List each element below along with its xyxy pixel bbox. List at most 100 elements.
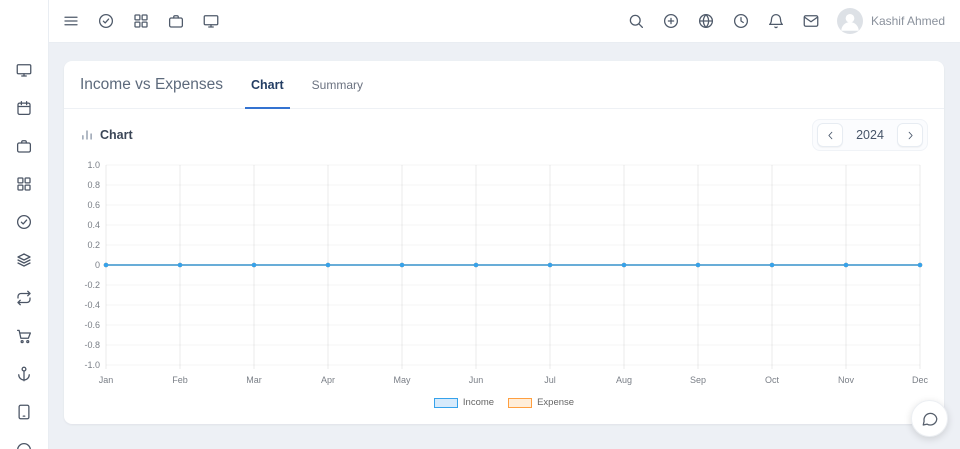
card-header: Income vs Expenses Chart Summary (64, 61, 944, 109)
plus-circle-button[interactable] (657, 7, 685, 35)
year-label: 2024 (856, 128, 884, 142)
topbar: Kashif Ahmed (49, 0, 960, 43)
chart-legend: Income Expense (80, 397, 928, 408)
svg-text:Sep: Sep (690, 375, 706, 385)
svg-text:Apr: Apr (321, 375, 335, 385)
main-column: Kashif Ahmed Income vs Expenses Chart Su… (49, 0, 960, 449)
mail-button[interactable] (797, 7, 825, 35)
page-title: Income vs Expenses (80, 75, 224, 93)
anchor-button[interactable] (10, 360, 38, 388)
svg-text:Aug: Aug (616, 375, 632, 385)
svg-text:Mar: Mar (246, 375, 262, 385)
svg-text:Jun: Jun (469, 375, 484, 385)
menu-icon (62, 12, 80, 30)
tab-summary[interactable]: Summary (306, 61, 369, 108)
svg-text:0: 0 (95, 260, 100, 270)
layers-button[interactable] (10, 246, 38, 274)
next-year-button[interactable] (897, 123, 923, 147)
svg-text:Oct: Oct (765, 375, 780, 385)
briefcase-button[interactable] (10, 132, 38, 160)
tablet-button[interactable] (10, 398, 38, 426)
tab-chart[interactable]: Chart (245, 61, 290, 109)
svg-text:-0.2: -0.2 (84, 280, 100, 290)
svg-text:Dec: Dec (912, 375, 928, 385)
monitor-icon (15, 61, 33, 79)
circle-button[interactable] (10, 436, 38, 449)
chevron-left-icon (824, 129, 837, 142)
legend-swatch (433, 397, 458, 408)
tablet-icon (15, 403, 33, 421)
circle-icon (15, 441, 33, 449)
check-circle-icon (97, 12, 115, 30)
bell-icon (767, 12, 785, 30)
mail-icon (802, 12, 820, 30)
svg-text:-0.8: -0.8 (84, 340, 100, 350)
topbar-right-icons (622, 7, 825, 35)
calendar-button[interactable] (10, 94, 38, 122)
search-icon (627, 12, 645, 30)
user-menu[interactable]: Kashif Ahmed (836, 8, 945, 34)
svg-text:Jul: Jul (544, 375, 556, 385)
legend-item[interactable]: Income (433, 397, 495, 408)
sidebar (0, 0, 49, 449)
plus-circle-icon (662, 12, 680, 30)
clock-button[interactable] (727, 7, 755, 35)
svg-text:Jan: Jan (99, 375, 114, 385)
svg-text:0.2: 0.2 (87, 240, 100, 250)
cart-button[interactable] (10, 322, 38, 350)
clock-icon (732, 12, 750, 30)
svg-text:0.4: 0.4 (87, 220, 100, 230)
card-body: Chart 2024 -1.0 -0.8 -0.6 -0.4 -0.2 (64, 109, 944, 424)
svg-text:-1.0: -1.0 (84, 360, 100, 370)
chevron-right-icon (904, 129, 917, 142)
svg-text:Feb: Feb (172, 375, 188, 385)
globe-button[interactable] (692, 7, 720, 35)
monitor-button[interactable] (197, 7, 225, 35)
prev-year-button[interactable] (817, 123, 843, 147)
legend-label: Income (462, 397, 495, 408)
svg-text:1.0: 1.0 (87, 160, 100, 170)
repeat-button[interactable] (10, 284, 38, 312)
monitor-button[interactable] (10, 56, 38, 84)
income-expenses-card: Income vs Expenses Chart Summary Chart (64, 61, 944, 424)
grid-icon (132, 12, 150, 30)
chart-section-label: Chart (100, 128, 133, 142)
svg-text:-0.4: -0.4 (84, 300, 100, 310)
svg-text:-0.6: -0.6 (84, 320, 100, 330)
monitor-icon (202, 12, 220, 30)
chart-section-header: Chart 2024 (80, 119, 928, 151)
svg-text:May: May (393, 375, 411, 385)
user-name: Kashif Ahmed (870, 14, 945, 28)
repeat-icon (15, 289, 33, 307)
tabs: Chart Summary (245, 61, 369, 109)
cart-icon (15, 327, 33, 345)
search-button[interactable] (622, 7, 650, 35)
grid-button[interactable] (127, 7, 155, 35)
globe-icon (697, 12, 715, 30)
chat-button[interactable] (911, 400, 948, 437)
chart-section-title: Chart (80, 128, 133, 142)
avatar (836, 8, 863, 34)
briefcase-icon (15, 137, 33, 155)
chat-icon (921, 410, 939, 428)
legend-label: Expense (537, 397, 575, 408)
legend-item[interactable]: Expense (508, 397, 574, 408)
year-navigator: 2024 (812, 119, 928, 151)
bar-chart-icon (80, 128, 94, 142)
svg-text:Nov: Nov (838, 375, 855, 385)
check-circle-icon (15, 213, 33, 231)
content: Income vs Expenses Chart Summary Chart (49, 43, 960, 449)
check-circle-button[interactable] (92, 7, 120, 35)
bell-button[interactable] (762, 7, 790, 35)
check-circle-button[interactable] (10, 208, 38, 236)
svg-text:0.8: 0.8 (87, 180, 100, 190)
briefcase-button[interactable] (162, 7, 190, 35)
topbar-left-icons (57, 7, 225, 35)
anchor-icon (15, 365, 33, 383)
grid-button[interactable] (10, 170, 38, 198)
briefcase-icon (167, 12, 185, 30)
layers-icon (15, 251, 33, 269)
chart-svg: -1.0 -0.8 -0.6 -0.4 -0.2 0 0.2 0.4 0.6 0.8 1.0 Jan F… (84, 160, 928, 385)
menu-button[interactable] (57, 7, 85, 35)
